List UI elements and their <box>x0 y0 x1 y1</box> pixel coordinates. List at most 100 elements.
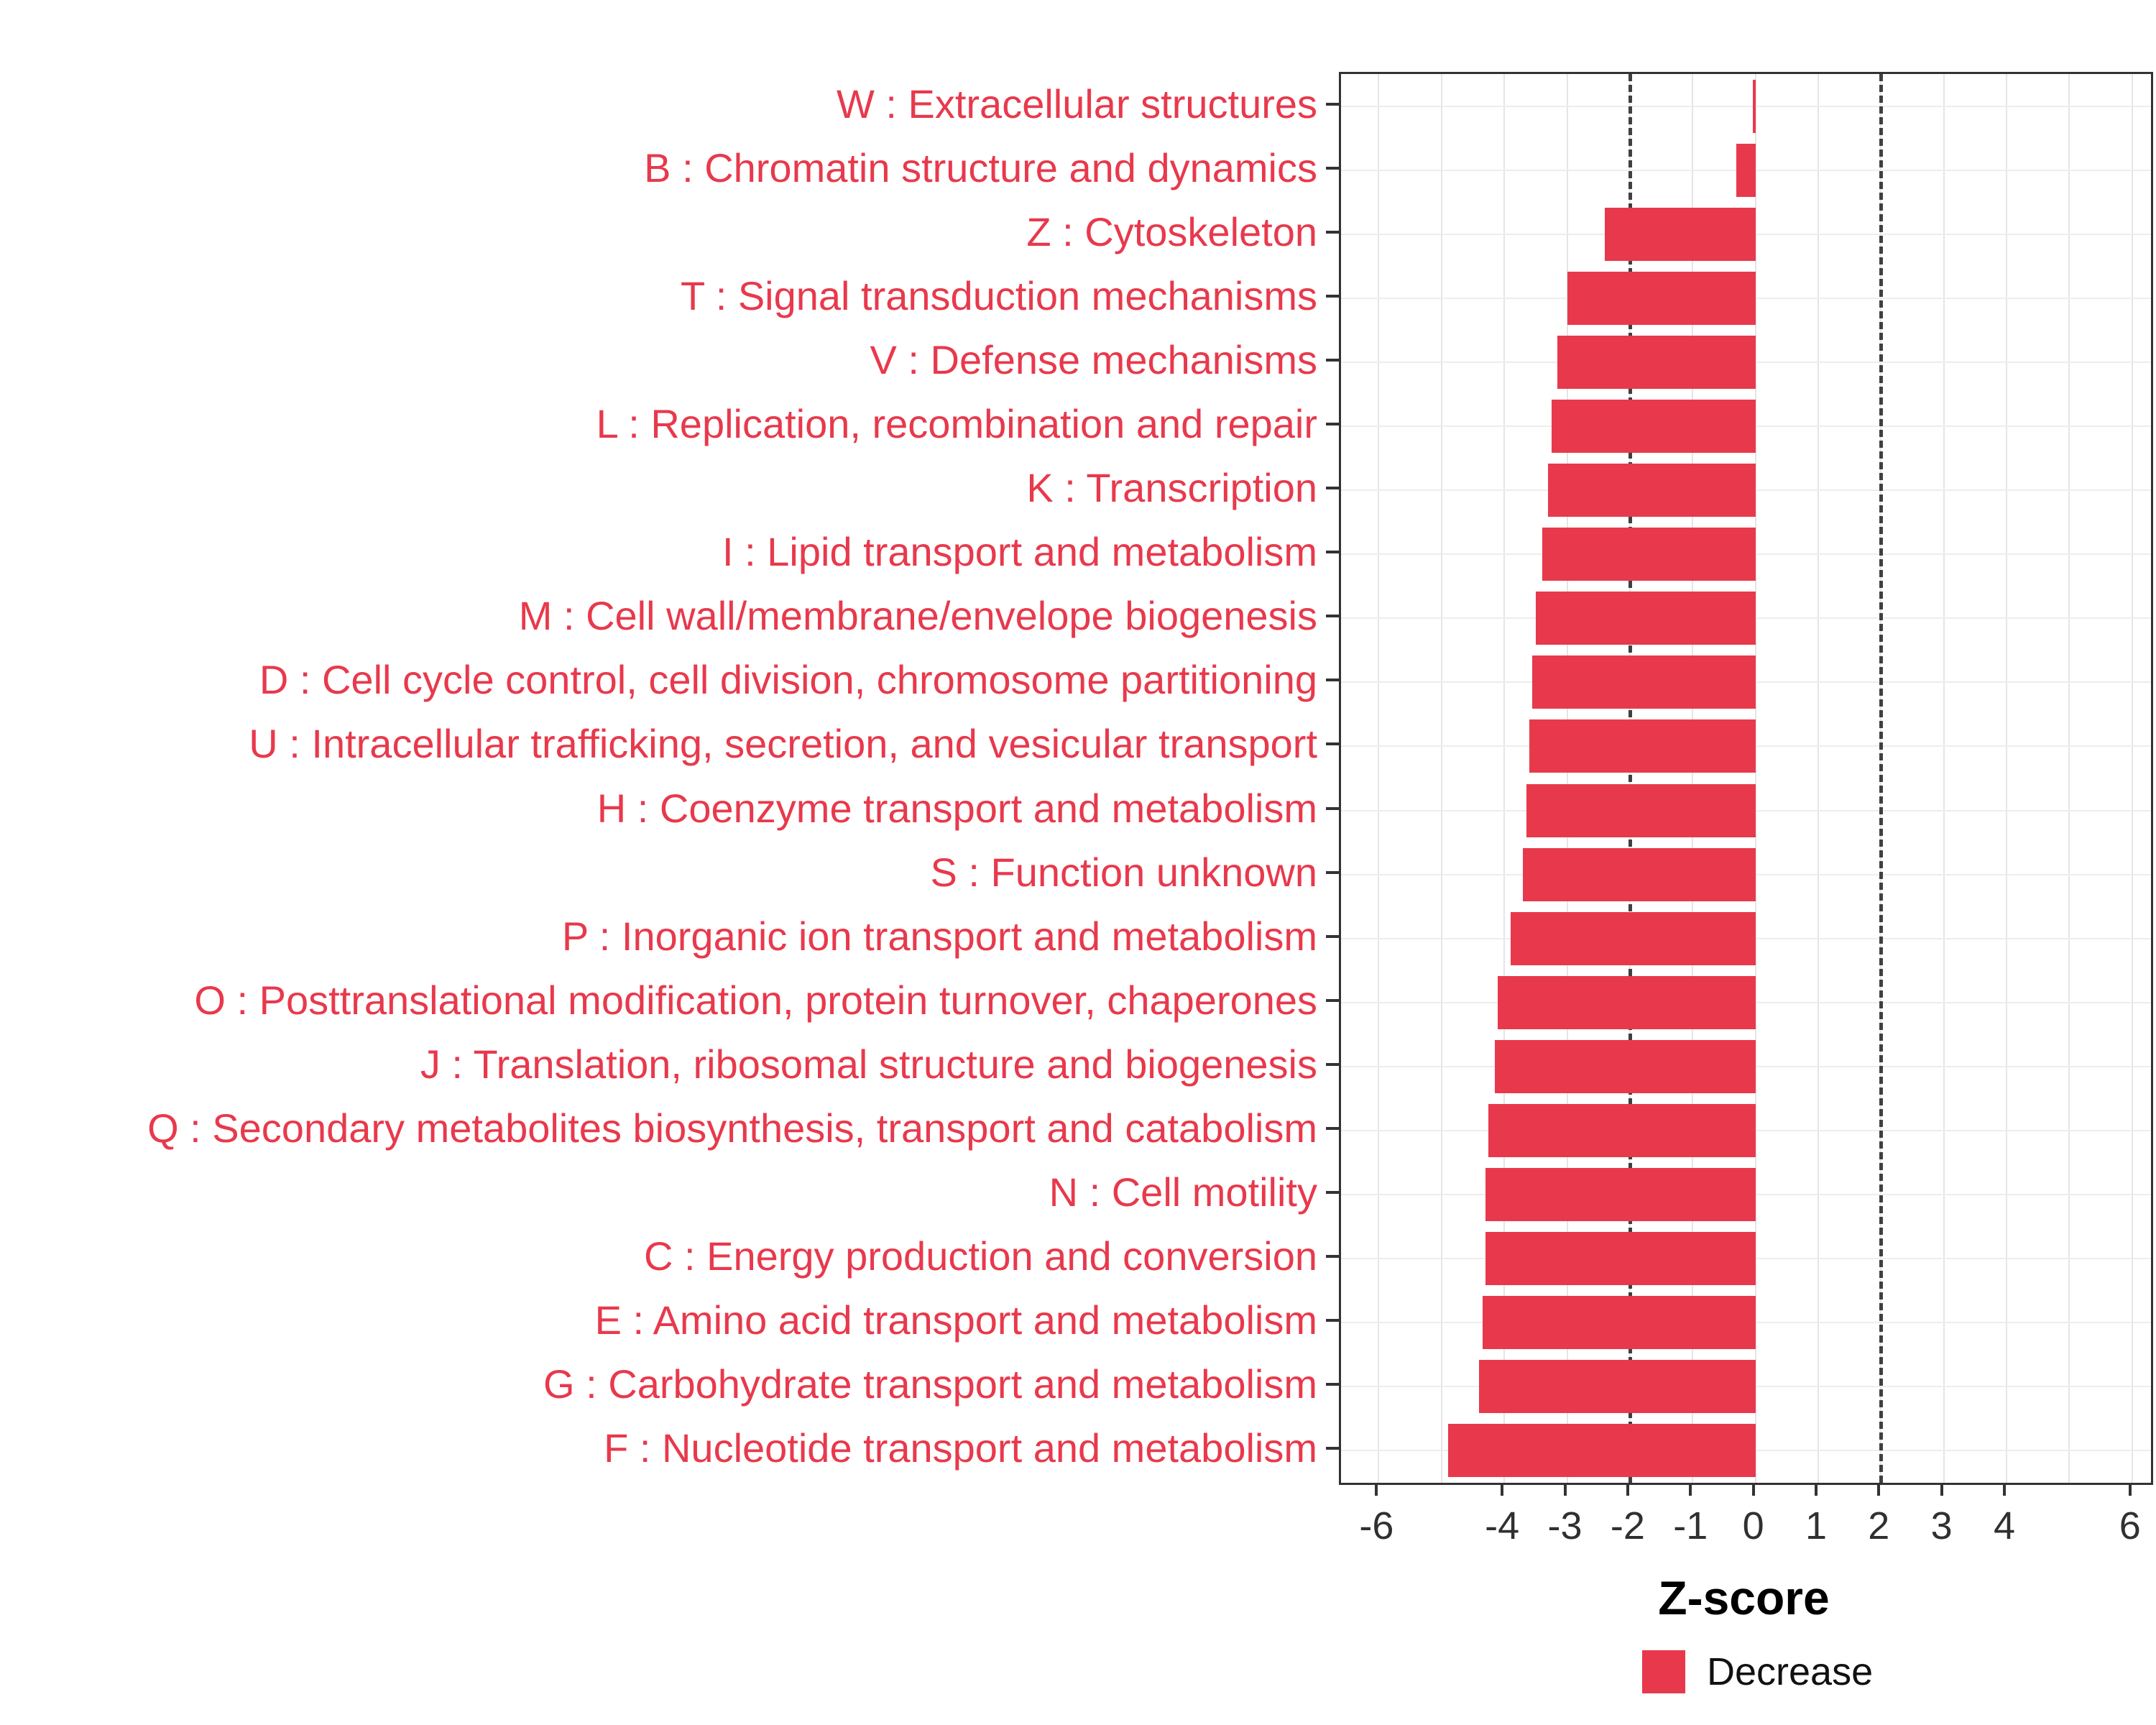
y-axis-tick <box>1326 551 1339 554</box>
y-axis-tick <box>1326 615 1339 618</box>
bar-P <box>1510 911 1756 965</box>
y-axis-tick <box>1326 294 1339 298</box>
bar-L <box>1551 400 1756 453</box>
x-axis-tick <box>1877 1483 1881 1496</box>
y-axis-tick <box>1326 870 1339 874</box>
y-axis-label: B : Chromatin structure and dynamics <box>644 144 1317 190</box>
x-axis-tick <box>2003 1483 2007 1496</box>
y-axis-tick <box>1326 423 1339 426</box>
y-axis-tick <box>1326 358 1339 362</box>
y-axis-label: V : Defense mechanisms <box>870 336 1317 382</box>
gridline-vertical <box>1692 74 1694 1483</box>
y-axis-tick <box>1326 678 1339 682</box>
x-axis-tick <box>1940 1483 1943 1496</box>
y-axis-label: I : Lipid transport and metabolism <box>722 529 1317 575</box>
y-axis-tick <box>1326 934 1339 938</box>
y-axis-label: F : Nucleotide transport and metabolism <box>604 1425 1317 1471</box>
reference-line <box>1879 74 1884 1483</box>
y-axis-label: J : Translation, ribosomal structure and… <box>420 1041 1317 1087</box>
bar-W <box>1753 79 1756 133</box>
x-axis-tick <box>2128 1483 2132 1496</box>
y-axis-tick <box>1326 230 1339 234</box>
gridline-vertical <box>1817 74 1819 1483</box>
y-axis-label: C : Energy production and conversion <box>644 1233 1317 1279</box>
bar-Q <box>1488 1104 1756 1157</box>
x-axis-tick-label: 3 <box>1930 1504 1953 1547</box>
y-axis-tick <box>1326 998 1339 1002</box>
y-axis-tick <box>1326 806 1339 810</box>
bar-B <box>1736 143 1756 197</box>
gridline-vertical <box>1943 74 1945 1483</box>
y-axis-tick <box>1326 1062 1339 1066</box>
bar-N <box>1485 1168 1756 1222</box>
bar-C <box>1485 1232 1756 1286</box>
x-axis-tick <box>1689 1483 1692 1496</box>
y-axis-label: Q : Secondary metabolites biosynthesis, … <box>147 1105 1317 1151</box>
y-axis-label: T : Signal transduction mechanisms <box>680 272 1317 318</box>
gridline-vertical <box>2068 74 2070 1483</box>
legend-swatch-decrease <box>1642 1650 1685 1693</box>
x-axis-tick-label: 0 <box>1742 1504 1764 1547</box>
reference-line <box>1628 74 1632 1483</box>
x-axis-tick-label: 6 <box>2119 1504 2141 1547</box>
y-axis-tick <box>1326 1127 1339 1130</box>
y-axis-tick <box>1326 1191 1339 1195</box>
y-axis-tick <box>1326 102 1339 106</box>
bar-V <box>1557 335 1756 389</box>
legend-label: Decrease <box>1707 1650 1874 1693</box>
x-axis-tick-label: -4 <box>1485 1504 1520 1547</box>
x-axis-tick <box>1501 1483 1504 1496</box>
legend: Decrease <box>1642 1650 1873 1694</box>
gridline-vertical <box>1440 74 1442 1483</box>
gridline-vertical <box>1503 74 1506 1483</box>
y-axis-label: K : Transcription <box>1026 465 1317 511</box>
y-axis-tick <box>1326 1319 1339 1322</box>
y-axis-label: P : Inorganic ion transport and metaboli… <box>561 913 1317 959</box>
bar-K <box>1548 464 1756 518</box>
y-axis-label: Z : Cytoskeleton <box>1026 208 1317 254</box>
gridline-vertical <box>1754 74 1756 1483</box>
gridline-vertical <box>1378 74 1380 1483</box>
y-axis-label: M : Cell wall/membrane/envelope biogenes… <box>518 593 1317 639</box>
plot-panel <box>1339 72 2153 1485</box>
y-axis-label: N : Cell motility <box>1049 1169 1317 1215</box>
bar-S <box>1523 847 1756 901</box>
gridline-vertical <box>1566 74 1568 1483</box>
y-axis-label: O : Posttranslational modification, prot… <box>194 977 1317 1023</box>
x-axis-tick <box>1375 1483 1378 1496</box>
y-axis-label: S : Function unknown <box>930 849 1317 895</box>
bar-E <box>1482 1296 1756 1350</box>
y-axis-label: G : Carbohydrate transport and metabolis… <box>543 1361 1317 1407</box>
y-axis-tick <box>1326 166 1339 170</box>
y-axis-tick <box>1326 487 1339 490</box>
bar-M <box>1535 592 1756 645</box>
bar-Z <box>1604 207 1756 261</box>
bar-I <box>1542 528 1756 581</box>
x-axis-tick-label: -3 <box>1547 1504 1583 1547</box>
y-axis-label: U : Intracellular trafficking, secretion… <box>249 721 1317 767</box>
x-axis-tick-label: 2 <box>1868 1504 1890 1547</box>
bar-J <box>1495 1039 1756 1093</box>
x-axis-tick <box>1626 1483 1629 1496</box>
y-axis-tick <box>1326 742 1339 746</box>
y-axis-label: W : Extracellular structures <box>836 80 1317 126</box>
gridline-horizontal <box>1341 105 2151 107</box>
x-axis-tick <box>1563 1483 1567 1496</box>
bar-G <box>1479 1360 1756 1414</box>
gridline-vertical <box>2131 74 2133 1483</box>
bar-O <box>1498 975 1756 1029</box>
bar-U <box>1529 719 1756 773</box>
x-axis-tick-label: -2 <box>1610 1504 1645 1547</box>
bar-T <box>1567 271 1756 325</box>
y-axis-label: H : Coenzyme transport and metabolism <box>596 785 1317 831</box>
x-axis-title: Z-score <box>1658 1571 1830 1624</box>
y-axis-tick <box>1326 1255 1339 1259</box>
x-axis-tick <box>1751 1483 1755 1496</box>
y-axis-label: D : Cell cycle control, cell division, c… <box>259 657 1317 703</box>
bar-F <box>1447 1424 1756 1478</box>
x-axis-tick-label: -6 <box>1359 1504 1394 1547</box>
x-axis-tick-label: -1 <box>1673 1504 1708 1547</box>
x-axis-tick-label: 1 <box>1805 1504 1827 1547</box>
y-axis-label: E : Amino acid transport and metabolism <box>594 1297 1317 1343</box>
